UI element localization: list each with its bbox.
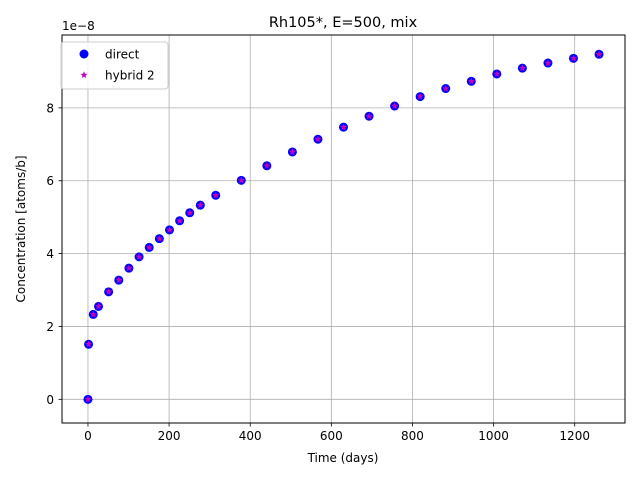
data-point-hybrid-2: [89, 310, 97, 318]
x-tick-label: 0: [84, 429, 92, 443]
data-point-hybrid-2: [314, 135, 322, 143]
data-point-hybrid-2: [155, 234, 163, 242]
data-point-hybrid-2: [84, 340, 93, 348]
y-tick-label: 2: [46, 320, 54, 334]
y-axis-label: Concentration [atoms/b]: [14, 155, 28, 302]
data-point-hybrid-2: [84, 395, 92, 403]
legend-hybrid-marker: [80, 71, 88, 79]
data-point-hybrid-2: [176, 217, 184, 224]
x-tick-label: 200: [158, 429, 181, 443]
points-layer: [83, 49, 604, 404]
chart-title: Rh105*, E=500, mix: [269, 15, 418, 31]
data-point-hybrid-2: [263, 161, 271, 169]
y-tick-label: 8: [46, 101, 54, 115]
data-point-hybrid-2: [569, 54, 578, 62]
data-point-hybrid-2: [467, 77, 475, 85]
legend-hybrid-label: hybrid 2: [105, 69, 155, 83]
legend-direct-label: direct: [105, 48, 140, 62]
y-offset-label: 1e−8: [62, 19, 95, 33]
data-point-hybrid-2: [237, 176, 245, 184]
x-tick-label: 400: [239, 429, 262, 443]
data-point-hybrid-2: [288, 148, 297, 156]
plot-area-frame: [61, 34, 626, 424]
data-point-hybrid-2: [493, 70, 501, 78]
data-point-hybrid-2: [165, 226, 174, 233]
y-tick-label: 4: [46, 247, 54, 261]
data-point-hybrid-2: [196, 201, 204, 209]
x-tick-label: 1200: [559, 429, 590, 443]
data-point-hybrid-2: [94, 302, 103, 310]
y-tick-label: 0: [46, 393, 54, 407]
x-tick-label: 800: [401, 429, 424, 443]
x-tick-label: 1000: [478, 429, 509, 443]
legend-direct-marker: [79, 49, 89, 59]
y-tick-label: 6: [46, 174, 54, 188]
data-point-hybrid-2: [135, 253, 143, 260]
data-point-hybrid-2: [125, 264, 133, 272]
data-point-hybrid-2: [390, 102, 399, 110]
data-point-hybrid-2: [186, 208, 194, 216]
data-point-hybrid-2: [115, 276, 123, 284]
data-point-hybrid-2: [339, 123, 348, 131]
data-point-hybrid-2: [595, 50, 603, 58]
data-point-hybrid-2: [442, 84, 450, 92]
data-point-hybrid-2: [145, 243, 153, 251]
data-point-hybrid-2: [544, 59, 552, 67]
data-point-hybrid-2: [105, 288, 113, 295]
data-point-hybrid-2: [518, 64, 526, 72]
data-point-hybrid-2: [212, 191, 220, 199]
ticks-layer: 0 200 400 600 800 1000 1200 0 2 4 6 8: [46, 101, 590, 443]
data-point-hybrid-2: [365, 112, 373, 120]
legend: direct hybrid 2: [60, 41, 169, 90]
x-tick-label: 600: [320, 429, 343, 443]
x-axis-label: Time (days): [307, 451, 379, 465]
data-point-hybrid-2: [416, 92, 424, 100]
